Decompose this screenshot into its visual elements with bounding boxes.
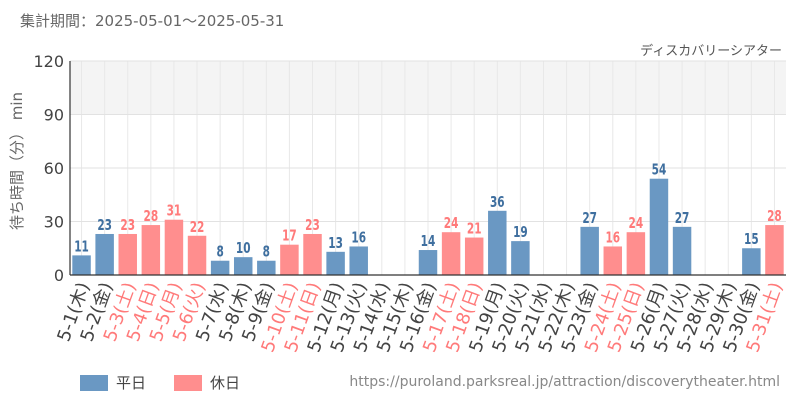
bar <box>580 226 599 275</box>
bar <box>464 237 484 275</box>
bar <box>141 225 161 275</box>
bar-value-label: 24 <box>629 216 644 233</box>
bar <box>603 246 623 275</box>
bar-value-label: 27 <box>582 211 597 228</box>
bar-value-label: 23 <box>97 218 112 235</box>
bar-value-label: 54 <box>652 162 667 179</box>
bar-value-label: 10 <box>236 241 251 258</box>
bar <box>95 233 114 275</box>
bar-value-label: 23 <box>120 218 135 235</box>
legend-holiday-swatch <box>174 374 203 391</box>
legend-weekday-label: 平日 <box>116 374 147 392</box>
bar-value-label: 13 <box>328 236 343 253</box>
bar <box>349 246 368 275</box>
bar-value-label: 15 <box>744 232 759 249</box>
bar-value-label: 8 <box>263 244 270 261</box>
bar <box>649 178 669 275</box>
bar <box>626 232 646 275</box>
bar-value-label: 16 <box>605 230 620 247</box>
legend-holiday-label: 休日 <box>210 374 241 392</box>
y-tick-label: 90 <box>44 106 64 125</box>
bar <box>118 233 137 275</box>
bar <box>280 244 299 275</box>
bar-value-label: 8 <box>216 244 223 261</box>
bar <box>326 251 345 275</box>
legend-holiday: 休日 <box>174 372 240 393</box>
bar <box>187 235 207 275</box>
bar <box>672 226 692 275</box>
bar-value-label: 22 <box>190 220 205 237</box>
bar-value-label: 17 <box>282 228 297 245</box>
bar <box>233 257 253 275</box>
bar <box>742 248 761 275</box>
bar <box>441 232 461 275</box>
y-tick-label: 30 <box>44 213 64 232</box>
bar-value-label: 23 <box>305 218 320 235</box>
bar <box>164 219 184 275</box>
bar-value-label: 28 <box>144 209 159 226</box>
source-url: https://puroland.parksreal.jp/attraction… <box>349 374 780 390</box>
bar-value-label: 14 <box>421 234 436 251</box>
legend-weekday-swatch <box>80 374 108 391</box>
bar <box>418 250 438 275</box>
bar-value-label: 11 <box>74 239 89 256</box>
bar-value-label: 27 <box>675 211 690 228</box>
bar-value-label: 16 <box>351 230 366 247</box>
bar <box>511 241 530 275</box>
bar-value-label: 28 <box>767 209 782 226</box>
y-tick-label: 0 <box>54 266 64 285</box>
y-tick-label: 60 <box>44 159 64 178</box>
attraction-name: ディスカバリーシアター <box>640 44 782 59</box>
collection-period: 集計期間：2025-05-01～2025-05-31 <box>20 12 285 30</box>
bar <box>72 255 91 275</box>
y-tick-label: 120 <box>33 52 64 71</box>
bar-value-label: 21 <box>467 221 482 238</box>
bar <box>488 210 507 275</box>
bar-value-label: 31 <box>167 203 182 220</box>
bar-value-label: 19 <box>513 225 528 242</box>
bar <box>765 225 784 275</box>
bar-value-label: 24 <box>444 216 459 233</box>
bar-value-label: 36 <box>490 195 505 212</box>
legend-weekday: 平日 <box>80 372 146 393</box>
bar <box>257 260 276 275</box>
bar <box>210 260 230 275</box>
bar <box>303 233 322 275</box>
legend: 平日 休日 <box>80 372 268 393</box>
